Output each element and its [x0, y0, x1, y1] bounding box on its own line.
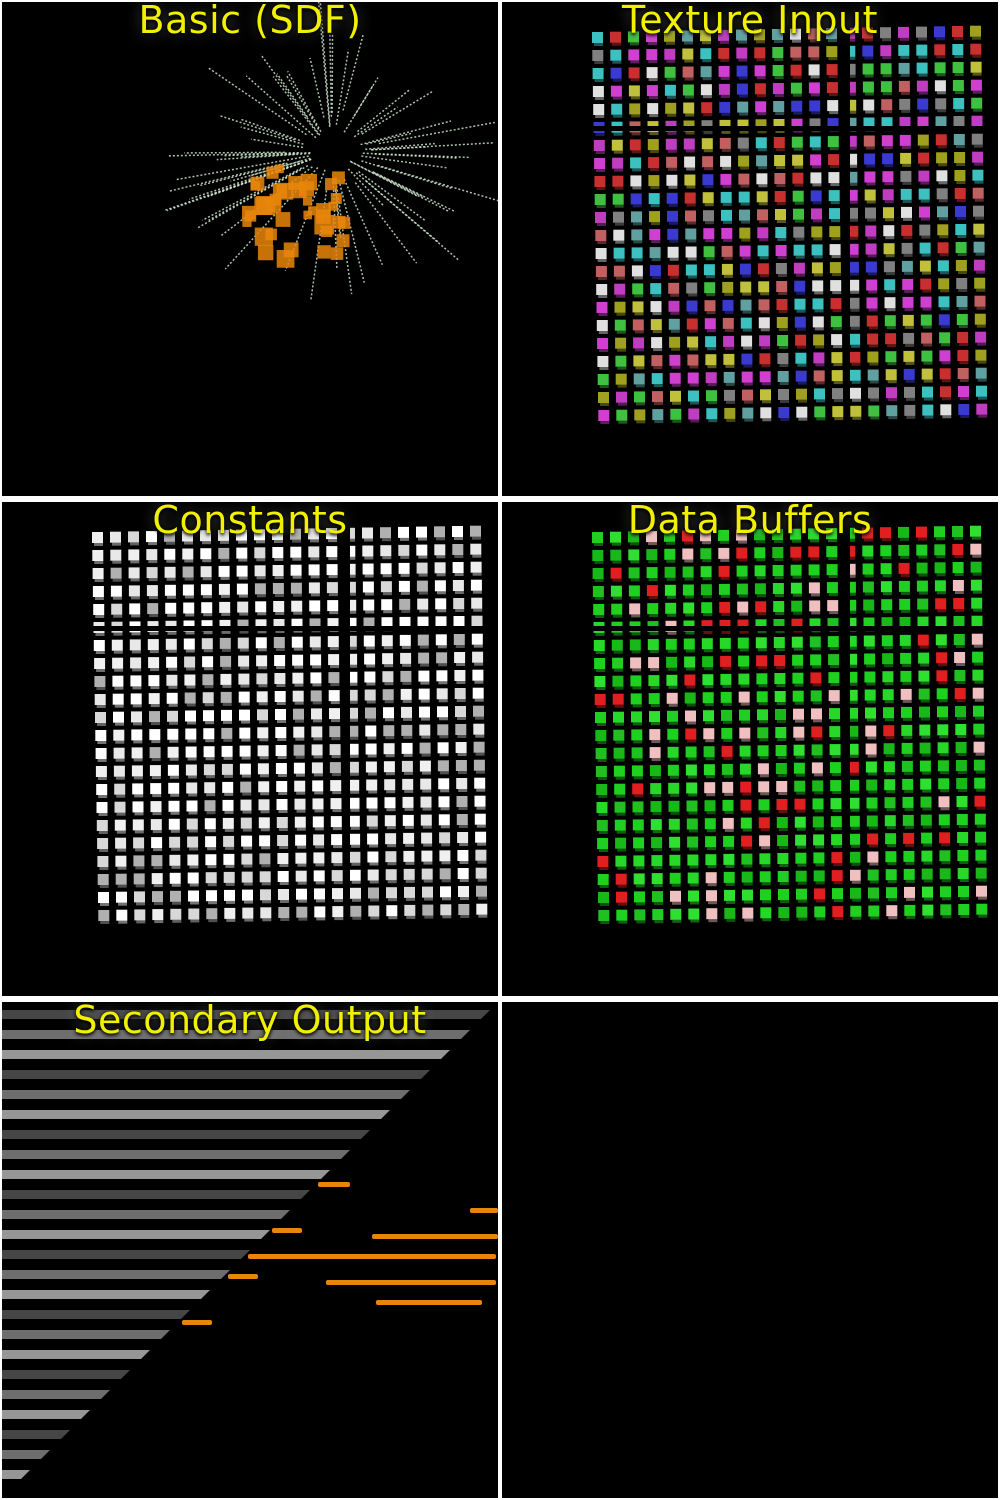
panel-title: Secondary Output	[73, 1002, 427, 1042]
constants-render	[82, 502, 498, 996]
panel-constants: Constants	[2, 502, 498, 996]
texture-input-render	[582, 2, 998, 496]
basic-sdf-render	[164, 2, 498, 301]
panel-title: Constants	[152, 502, 348, 542]
secondary-output-render	[2, 1002, 498, 1498]
panel-basic-sdf: Basic (SDF)	[2, 2, 498, 496]
panel-title: Data Buffers	[627, 502, 873, 542]
panel-secondary-output: Secondary Output	[2, 1002, 498, 1498]
panel-empty	[502, 1002, 998, 1498]
panel-title: Basic (SDF)	[138, 2, 362, 42]
data-buffers-render	[582, 502, 998, 996]
panel-title: Texture Input	[621, 2, 879, 42]
panel-data-buffers: Data Buffers	[502, 502, 998, 996]
panel-texture-input: Texture Input	[502, 2, 998, 496]
